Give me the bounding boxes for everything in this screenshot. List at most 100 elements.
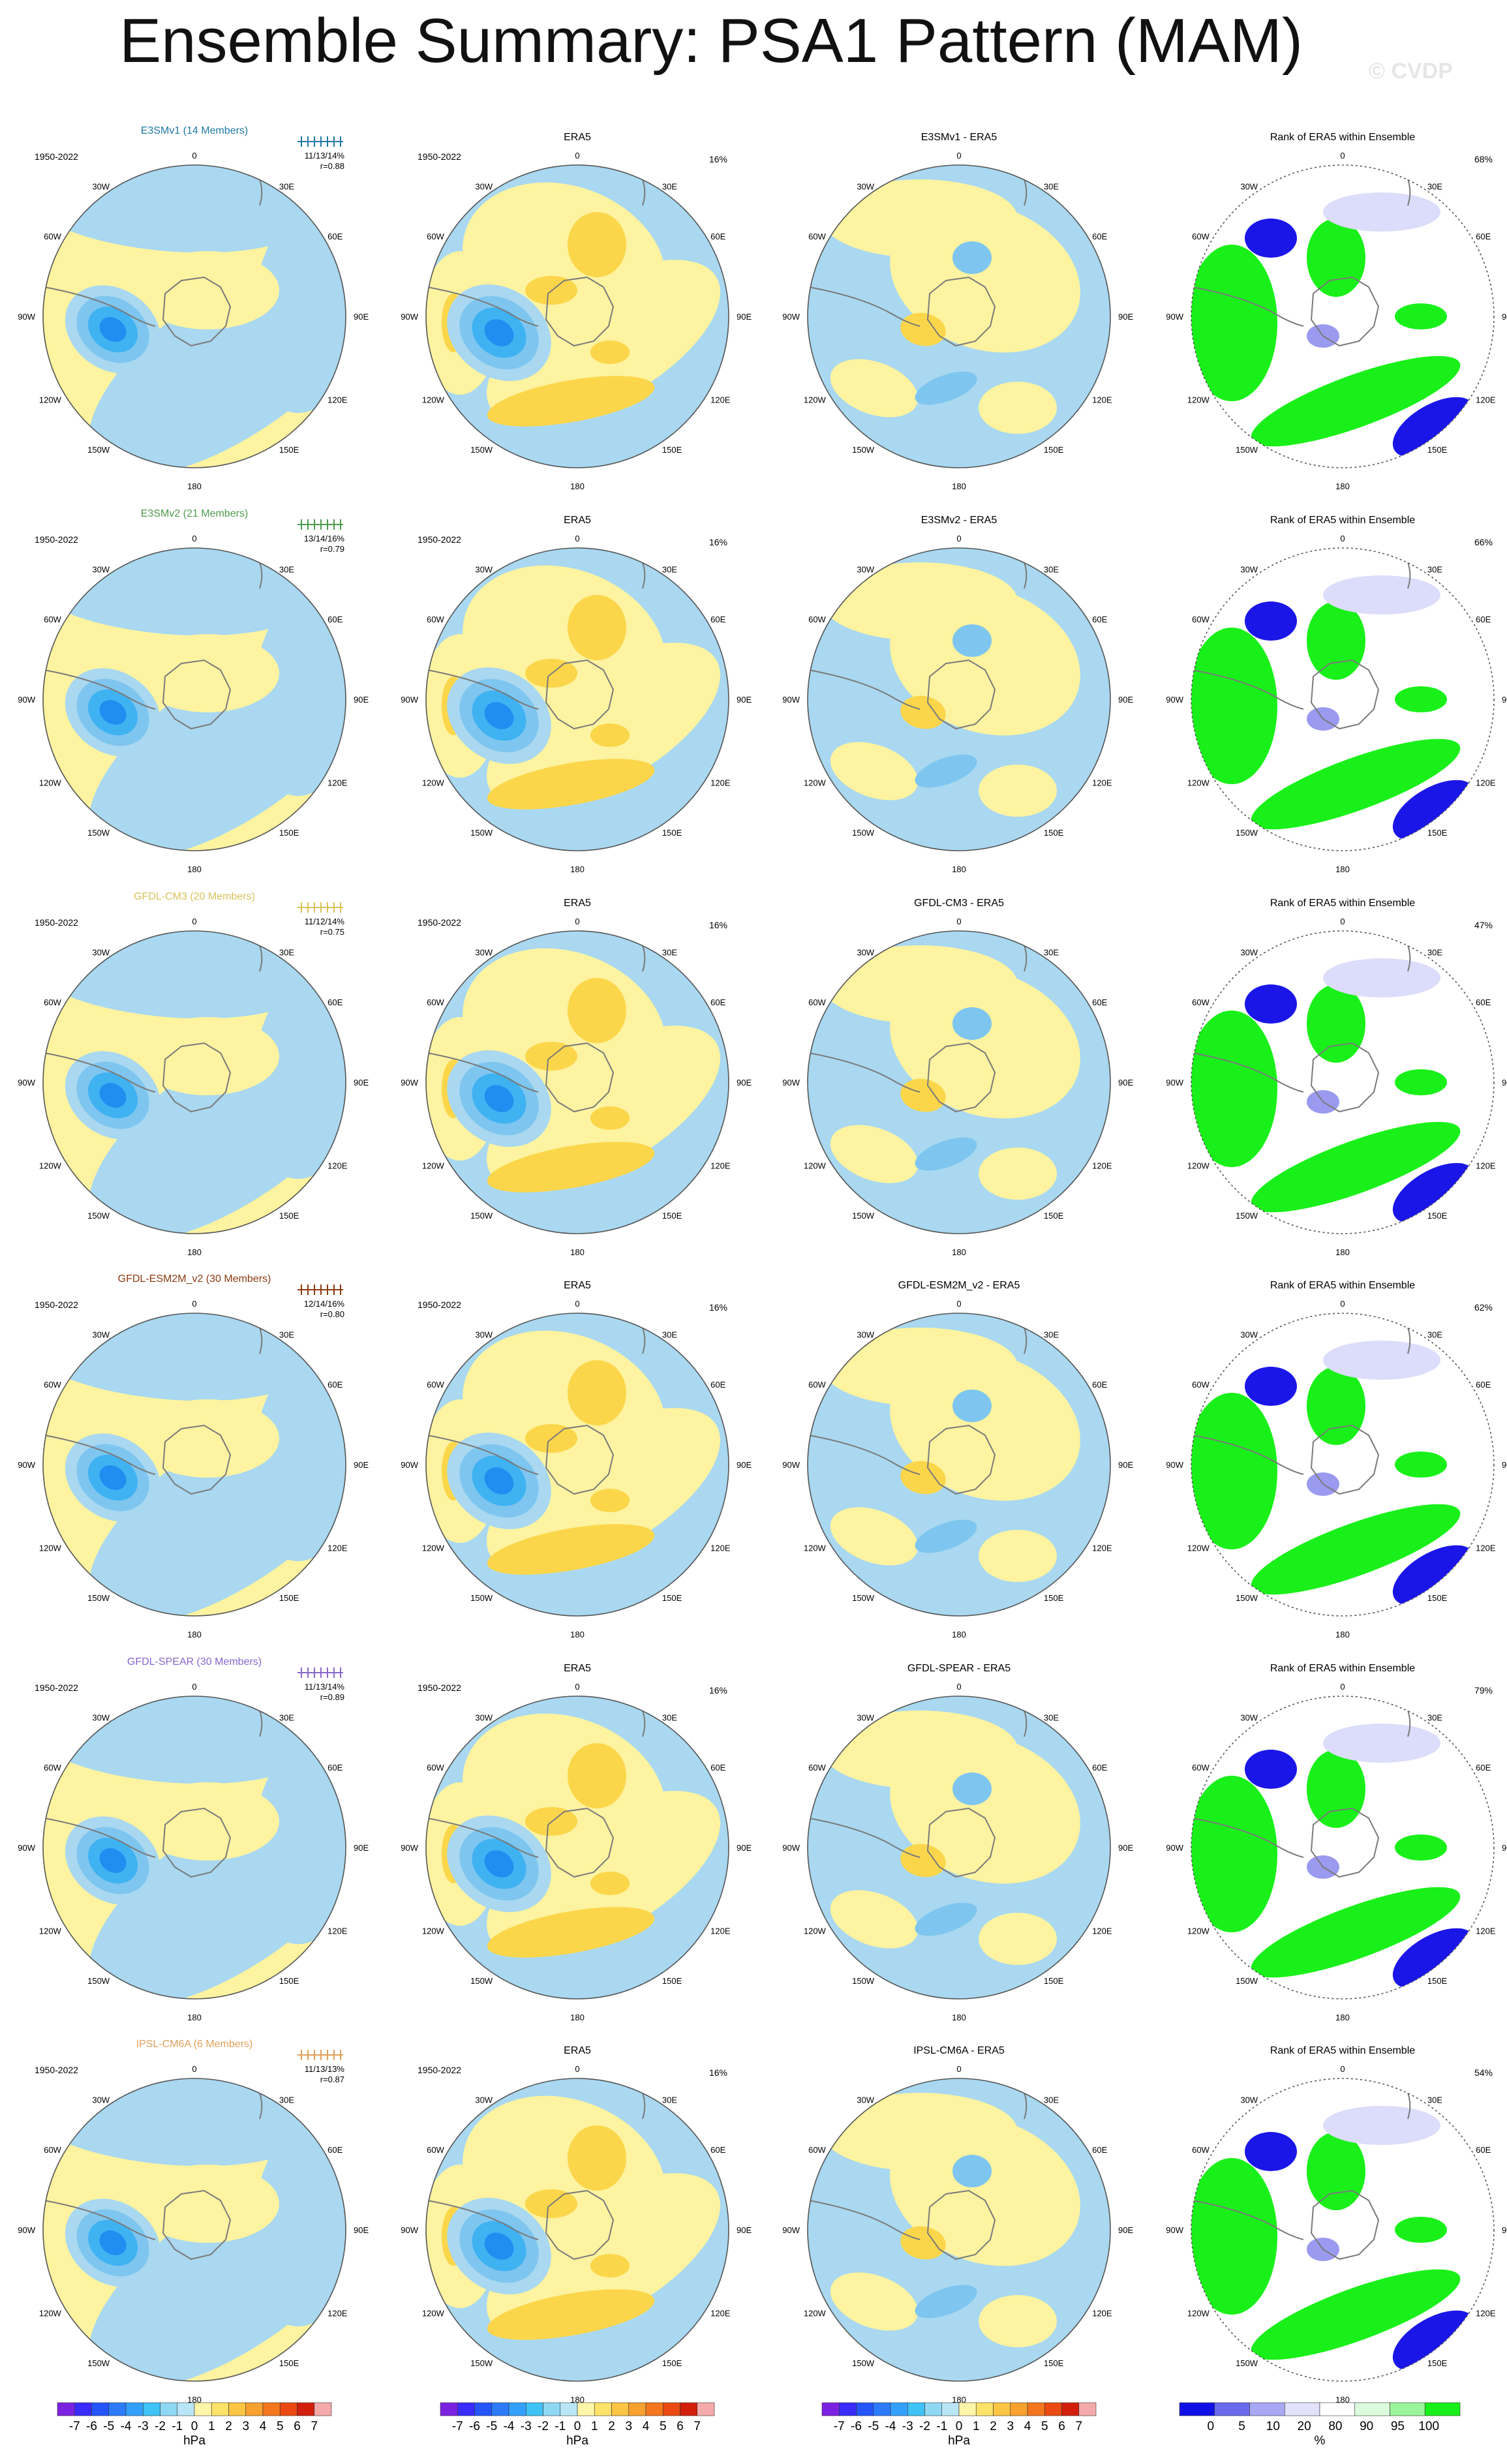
contour-region	[568, 978, 626, 1043]
difference-panel: GFDL-ESM2M_v2 - ERA5 0 30E 60E 90E 120E 150E 18…	[782, 1280, 1133, 1639]
longitude-label: 0	[1340, 1299, 1345, 1309]
colorbar-tick-label: -6	[86, 2420, 97, 2433]
contour-region	[1323, 192, 1440, 232]
contour-region	[979, 765, 1057, 817]
colorbar-swatch	[314, 2402, 332, 2416]
colorbar-swatch	[1078, 2402, 1097, 2416]
colorbar-swatch	[662, 2402, 680, 2416]
model-panel: GFDL-CM3 (20 Members) 1950-2022 11/12/14%r…	[18, 891, 369, 1257]
longitude-label: 120E	[1476, 1161, 1496, 1171]
variance-stats: 12/14/16%	[304, 1299, 345, 1309]
map-border	[425, 2078, 729, 2382]
colorbar-swatch	[142, 2402, 160, 2416]
antarctica-coastline	[926, 1424, 996, 1495]
antarctica-coastline	[926, 276, 996, 347]
period-label: 1950-2022	[35, 2065, 78, 2075]
longitude-label: 30W	[1240, 564, 1258, 574]
longitude-label: 30W	[857, 564, 874, 574]
longitude-label: 0	[956, 1299, 961, 1309]
difference-title: GFDL-ESM2M_v2 - ERA5	[898, 1280, 1020, 1291]
map-fill	[43, 1313, 346, 1616]
contour-region	[136, 634, 279, 712]
rank-title: Rank of ERA5 within Ensemble	[1270, 1280, 1415, 1291]
contour-region	[1191, 2158, 1277, 2315]
rank-title: Rank of ERA5 within Ensemble	[1270, 515, 1415, 526]
contour-region	[822, 179, 1018, 258]
longitude-label: 180	[952, 864, 966, 874]
difference-title: GFDL-SPEAR - ERA5	[907, 1663, 1011, 1674]
longitude-label: 150E	[1427, 1593, 1448, 1603]
colorbar-tick-label: -3	[902, 2420, 913, 2433]
longitude-label: 60W	[44, 997, 61, 1007]
contour-region	[1307, 1367, 1365, 1445]
longitude-label: 180	[570, 1630, 585, 1639]
longitude-label: 0	[192, 917, 196, 926]
longitude-label: 150E	[662, 1593, 682, 1603]
map-fill	[426, 1696, 729, 1999]
contour-region	[99, 1465, 127, 1490]
longitude-label: 90W	[18, 1078, 35, 1088]
longitude-label: 60E	[1092, 1380, 1107, 1390]
longitude-label: 120W	[422, 1544, 445, 1553]
contour-region	[1395, 1069, 1447, 1095]
model-title: GFDL-ESM2M_v2 (30 Members)	[118, 1273, 271, 1285]
longitude-label: 90E	[1118, 695, 1133, 705]
colorbar-swatch	[1249, 2402, 1285, 2416]
longitude-label: 0	[956, 2064, 961, 2074]
longitude-label: 180	[570, 481, 585, 491]
longitude-label: 90E	[354, 312, 369, 322]
map-border	[1191, 1696, 1495, 2000]
period-label: 1950-2022	[418, 917, 461, 928]
rank-panel: Rank of ERA5 within Ensemble 47% 0 30E 60E 90…	[1166, 898, 1507, 1257]
longitude-label: 150E	[1427, 1976, 1448, 1986]
longitude-label: 90W	[401, 1843, 418, 1853]
map-border	[807, 930, 1111, 1234]
longitude-label: 180	[187, 1630, 202, 1639]
longitude-label: 60E	[1476, 1380, 1491, 1390]
longitude-label: 120W	[39, 778, 62, 788]
difference-panel: GFDL-CM3 - ERA5 0 30E 60E 90E 120E 150E 180 150W…	[782, 898, 1133, 1257]
colorbar-swatch	[1179, 2402, 1215, 2416]
longitude-label: 60W	[1192, 1380, 1210, 1390]
longitude-label: 150E	[662, 1211, 682, 1221]
longitude-label: 150W	[470, 828, 493, 838]
longitude-label: 120E	[1092, 395, 1112, 405]
longitude-label: 120E	[710, 1544, 731, 1553]
map-fill	[808, 1696, 1110, 1999]
longitude-label: 150W	[852, 2358, 875, 2368]
longitude-label: 120E	[1476, 1544, 1496, 1553]
longitude-label: 90W	[782, 2225, 800, 2235]
obs-panel: ERA5 1950-2022 16% 0 30E 60E 90E 120E 150E 180 150…	[401, 898, 752, 1257]
longitude-label: 90E	[354, 695, 369, 705]
contour-region	[590, 1872, 630, 1895]
longitude-label: 120E	[327, 778, 348, 788]
longitude-label: 30W	[92, 947, 110, 957]
contour-region	[822, 945, 1018, 1024]
longitude-label: 150E	[662, 445, 682, 455]
longitude-label: 180	[570, 2013, 585, 2022]
contour-region	[136, 1399, 279, 1478]
longitude-label: 120W	[1187, 778, 1210, 788]
contour-region	[900, 695, 946, 729]
longitude-label: 0	[192, 534, 196, 543]
map-fill	[1191, 2078, 1494, 2381]
difference-panel: E3SMv1 - ERA5 0 30E 60E 90E 120E 150E 180 150W 12…	[782, 132, 1133, 491]
colorbar-tick-label: 6	[677, 2420, 684, 2433]
map-border	[425, 164, 729, 468]
longitude-label: 60W	[427, 1380, 444, 1390]
longitude-label: 120E	[1092, 1161, 1112, 1171]
longitude-label: 60W	[808, 2145, 826, 2155]
contour-region	[99, 1083, 127, 1108]
longitude-label: 90E	[737, 2225, 752, 2235]
colorbar-tick-label: 1	[591, 2420, 598, 2433]
longitude-label: 150W	[852, 1976, 875, 1986]
map-border	[807, 547, 1111, 851]
obs-title: ERA5	[564, 898, 591, 909]
longitude-label: 150E	[662, 1976, 682, 1986]
longitude-label: 120E	[1476, 2309, 1496, 2319]
colorbar-swatch	[1424, 2402, 1461, 2416]
contour-region	[484, 2232, 514, 2260]
obs-title: ERA5	[564, 1663, 591, 1674]
longitude-label: 30E	[279, 947, 294, 957]
antarctica-coastline	[1310, 1424, 1380, 1495]
